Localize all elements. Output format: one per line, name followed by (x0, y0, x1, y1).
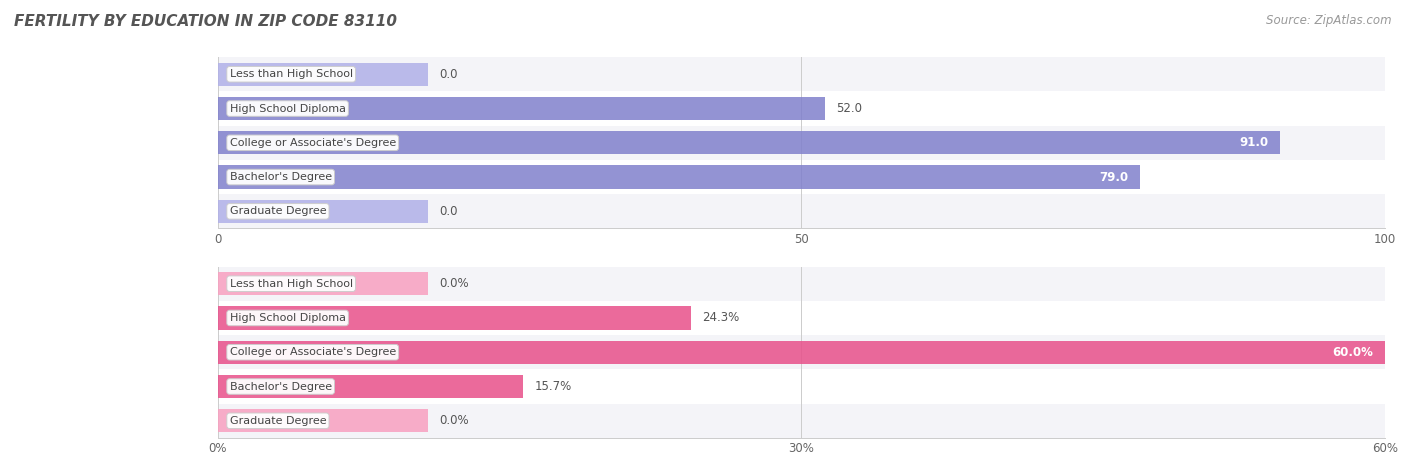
Text: 79.0: 79.0 (1099, 170, 1128, 184)
Bar (218, 126, 1385, 160)
Bar (218, 369, 1385, 404)
Text: 52.0: 52.0 (837, 102, 862, 115)
Text: 91.0: 91.0 (1239, 136, 1268, 149)
Text: 0.0: 0.0 (440, 68, 458, 81)
Text: College or Associate's Degree: College or Associate's Degree (229, 138, 396, 148)
Bar (218, 97, 825, 120)
Text: 0.0: 0.0 (440, 205, 458, 218)
Text: 24.3%: 24.3% (702, 311, 740, 325)
Bar (218, 57, 1385, 91)
Text: Bachelor's Degree: Bachelor's Degree (229, 381, 332, 392)
Bar (218, 375, 523, 398)
Bar (218, 166, 1140, 188)
Bar (218, 160, 1385, 194)
Text: Less than High School: Less than High School (229, 69, 353, 79)
Text: Less than High School: Less than High School (229, 278, 353, 289)
Bar (218, 267, 1385, 301)
Bar (218, 404, 1385, 438)
Text: High School Diploma: High School Diploma (229, 313, 346, 323)
Text: College or Associate's Degree: College or Associate's Degree (229, 347, 396, 357)
Text: Graduate Degree: Graduate Degree (229, 416, 326, 426)
Text: 0.0%: 0.0% (440, 277, 470, 290)
Text: Source: ZipAtlas.com: Source: ZipAtlas.com (1267, 14, 1392, 27)
Text: 15.7%: 15.7% (534, 380, 572, 393)
Bar (218, 307, 690, 329)
Text: 0.0%: 0.0% (440, 414, 470, 427)
Bar (218, 341, 1385, 364)
Text: Graduate Degree: Graduate Degree (229, 206, 326, 217)
Bar (218, 131, 1279, 154)
Bar (218, 272, 427, 295)
Text: FERTILITY BY EDUCATION IN ZIP CODE 83110: FERTILITY BY EDUCATION IN ZIP CODE 83110 (14, 14, 396, 30)
Bar (218, 301, 1385, 335)
Text: Bachelor's Degree: Bachelor's Degree (229, 172, 332, 182)
Bar (218, 194, 1385, 228)
Bar (218, 91, 1385, 126)
Bar (218, 335, 1385, 369)
Text: 60.0%: 60.0% (1333, 346, 1374, 359)
Text: High School Diploma: High School Diploma (229, 103, 346, 114)
Bar (218, 200, 427, 223)
Bar (218, 63, 427, 86)
Bar (218, 409, 427, 432)
